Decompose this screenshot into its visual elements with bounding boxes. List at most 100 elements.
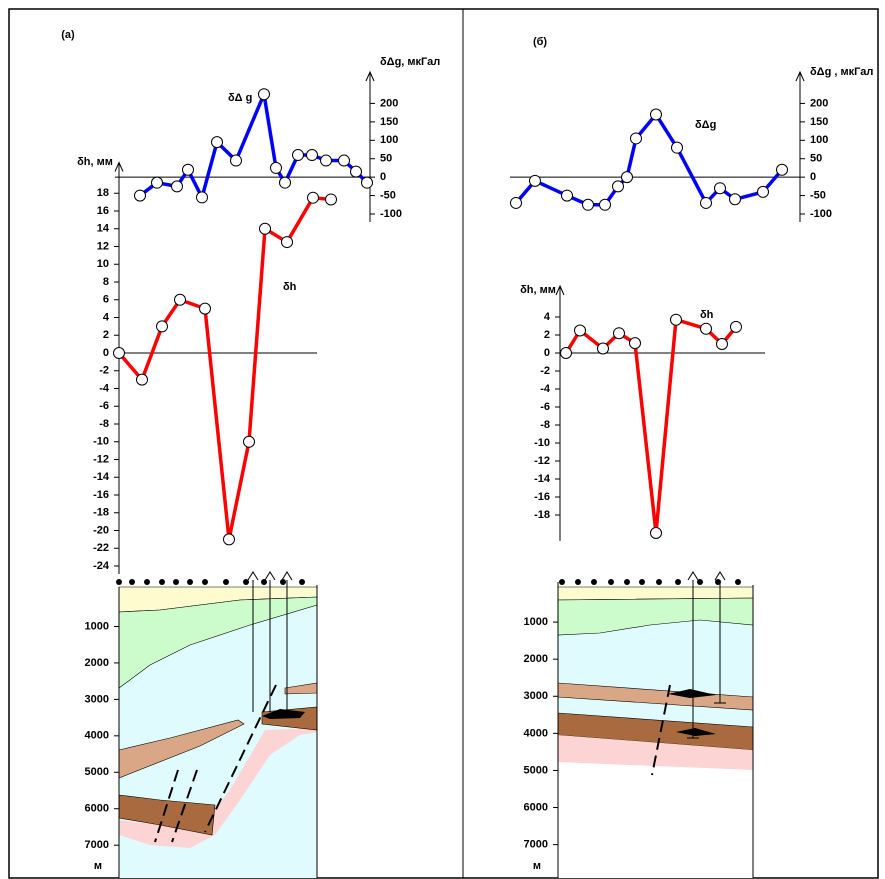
y-tick-label: 5000	[524, 764, 548, 776]
y-tick-label: 3000	[524, 690, 548, 702]
y-tick-label: -100	[810, 208, 832, 220]
point	[259, 89, 270, 100]
depth-unit: м	[94, 860, 102, 872]
point	[672, 142, 683, 153]
station	[715, 579, 721, 585]
point	[651, 528, 662, 539]
y-tick-label: 12	[97, 240, 109, 252]
y-tick-label: 4	[103, 311, 110, 323]
y-tick-label: 10	[97, 258, 109, 270]
station	[159, 579, 165, 585]
point	[717, 339, 728, 350]
y-tick-label: -8	[99, 418, 109, 430]
station	[299, 579, 305, 585]
y-tick-label: -12	[534, 455, 550, 467]
series-annotation: δΔg	[695, 119, 716, 131]
series-annotation: δh	[700, 309, 714, 321]
point	[200, 303, 211, 314]
point	[231, 155, 242, 166]
y-tick-label: -16	[534, 491, 550, 503]
y-tick-label: -50	[810, 189, 826, 201]
y-tick-label: -4	[540, 383, 551, 395]
y-tick-label: -14	[93, 471, 110, 483]
point	[114, 348, 125, 359]
y-tick-label: -2	[99, 365, 109, 377]
well-marker	[688, 572, 725, 580]
y-tick-label: 0	[380, 171, 386, 183]
y-tick-label: 100	[380, 134, 398, 146]
point	[224, 534, 235, 545]
point	[157, 321, 168, 332]
y-tick-label: -2	[540, 365, 550, 377]
y-tick-label: -10	[534, 437, 550, 449]
point	[183, 164, 194, 175]
y-tick-label: -20	[93, 524, 109, 536]
point	[651, 109, 662, 120]
y-tick-label: 18	[97, 187, 109, 199]
point	[701, 197, 712, 208]
point	[671, 314, 682, 325]
section-a-geology	[119, 572, 317, 878]
station	[129, 579, 135, 585]
y-tick-label: 4000	[524, 727, 548, 739]
point	[282, 237, 293, 248]
station	[173, 579, 179, 585]
point	[293, 150, 304, 161]
point	[613, 181, 624, 192]
point	[152, 177, 163, 188]
point	[630, 338, 641, 349]
axis-label: δΔg , мкГал	[810, 66, 873, 78]
y-tick-label: -22	[93, 542, 109, 554]
point	[600, 199, 611, 210]
y-tick-label: -18	[93, 507, 109, 519]
y-tick-label: -8	[540, 419, 550, 431]
y-tick-label: 200	[810, 97, 828, 109]
y-tick-label: -50	[380, 189, 396, 201]
y-tick-label: 6	[103, 294, 109, 306]
y-tick-label: 2000	[524, 653, 548, 665]
point	[511, 197, 522, 208]
section-b-geology	[558, 572, 753, 878]
point	[326, 194, 337, 205]
y-tick-label: 7000	[524, 839, 548, 851]
y-tick-label: 5000	[85, 766, 109, 778]
point	[731, 321, 742, 332]
y-tick-label: 0	[544, 347, 550, 359]
point	[561, 348, 572, 359]
y-tick-label: -6	[99, 400, 109, 412]
y-tick-label: 1000	[85, 620, 109, 632]
point	[271, 162, 282, 173]
point	[758, 186, 769, 197]
point	[631, 133, 642, 144]
y-tick-label: -18	[534, 509, 550, 521]
y-tick-label: 6000	[85, 803, 109, 815]
y-tick-label: -10	[93, 436, 109, 448]
point	[260, 223, 271, 234]
point	[777, 164, 788, 175]
point	[175, 294, 186, 305]
axis-label: δΔg, мкГал	[380, 56, 440, 68]
station	[575, 579, 581, 585]
y-tick-label: -6	[540, 401, 550, 413]
series-line	[566, 320, 736, 533]
series-annotation: δh	[283, 281, 297, 293]
y-tick-label: 2000	[85, 657, 109, 669]
y-tick-label: 3000	[85, 693, 109, 705]
point	[308, 192, 319, 203]
y-tick-label: 16	[97, 205, 109, 217]
station	[675, 579, 681, 585]
point	[715, 183, 726, 194]
station	[261, 579, 267, 585]
point	[137, 374, 148, 385]
point	[562, 190, 573, 201]
y-tick-label: 50	[380, 153, 392, 165]
point	[530, 175, 541, 186]
y-tick-label: 6000	[524, 801, 548, 813]
y-tick-label: 4000	[85, 730, 109, 742]
axis-label: δh, мм	[77, 156, 113, 168]
point	[583, 199, 594, 210]
station	[656, 579, 662, 585]
point	[622, 172, 633, 183]
y-tick-label: 7000	[85, 839, 109, 851]
series-annotation: δΔ g	[228, 92, 252, 104]
